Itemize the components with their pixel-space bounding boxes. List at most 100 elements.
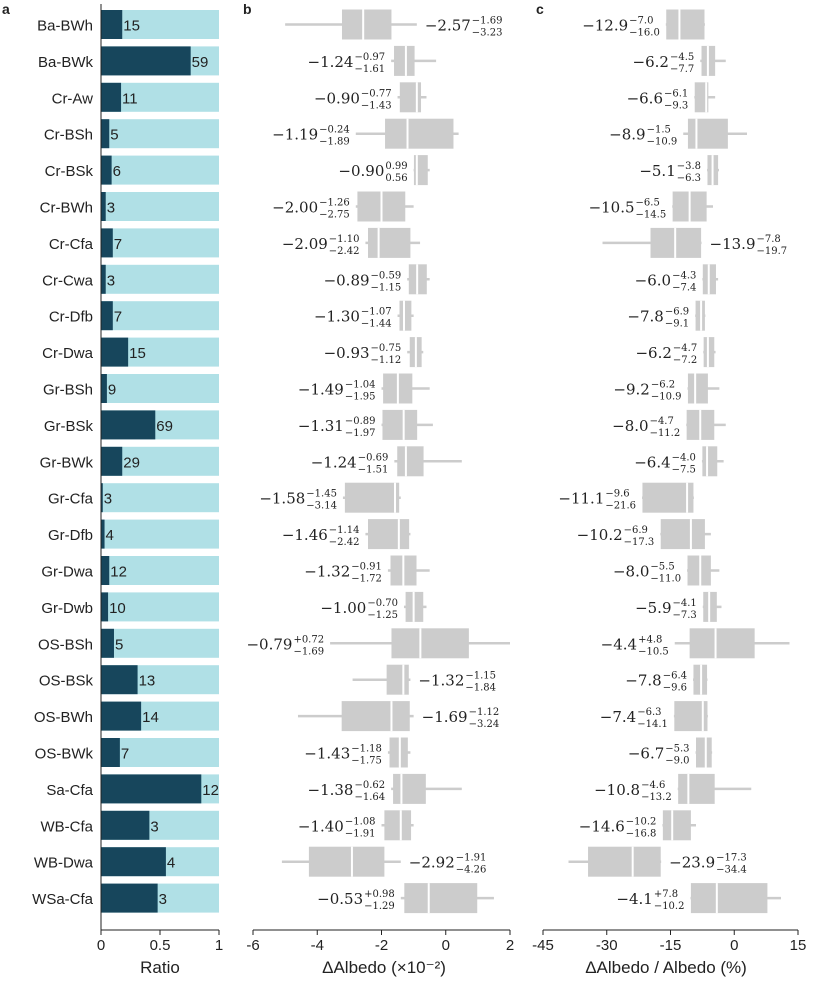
box-iqr (341, 701, 410, 732)
median-annotation: −2.09 −1.10−2.42 (282, 234, 360, 257)
median-value: −0.53 (317, 890, 363, 908)
q3-value: −7.0 (629, 16, 653, 27)
box-iqr (399, 300, 412, 331)
median-annotation: −1.69 −1.12−3.24 (422, 707, 500, 730)
median-annotation: −1.40 −1.08−1.91 (298, 816, 376, 839)
q1-value: −14.5 (636, 210, 667, 221)
box-iqr (678, 773, 715, 804)
q3-value: −7.8 (756, 234, 780, 245)
panel-letter-a: a (2, 1, 10, 17)
q1-value: −10.5 (638, 646, 669, 657)
x-tick-label: -2 (375, 937, 388, 954)
box-row: −4.4 +4.8−10.5 (601, 628, 790, 659)
median-value: −6.7 (628, 745, 664, 763)
box-iqr (694, 82, 709, 113)
median-annotation: −7.8 −6.4−9.6 (625, 671, 687, 694)
median-value: −1.00 (320, 599, 366, 617)
bar-count-label: 15 (123, 18, 140, 35)
q1-value: −7.4 (672, 282, 696, 293)
bar-ratio (101, 446, 123, 476)
q1-value: −1.64 (354, 792, 385, 803)
box-row: −1.46 −1.14−2.42 (282, 519, 411, 550)
box-iqr (308, 846, 385, 877)
q3-value: +4.8 (638, 634, 662, 645)
median-annotation: −6.2 −4.7−7.2 (635, 343, 697, 366)
median-value: −8.0 (613, 563, 649, 581)
box-row: −2.09 −1.10−2.42 (282, 227, 421, 258)
box-row: −9.2 −6.2−10.9 (613, 373, 720, 404)
median-value: −14.6 (579, 817, 625, 835)
bar-count-label: 4 (106, 527, 114, 544)
bar-ratio (101, 301, 113, 331)
box-iqr (662, 810, 691, 841)
box-row: −1.32 −1.15−1.84 (352, 664, 496, 695)
box-iqr (702, 446, 718, 477)
bar-count-label: 7 (114, 309, 122, 326)
median-value: −23.9 (669, 854, 715, 872)
bar-ratio (101, 847, 166, 877)
box-row: −8.0 −5.5−11.0 (613, 555, 720, 586)
bar-count-label: 15 (129, 345, 146, 362)
box-iqr (386, 664, 409, 695)
box-row: −1.49 −1.04−1.95 (298, 373, 430, 404)
bar-count-label: 12 (202, 782, 219, 799)
median-annotation: −6.6 −6.1−9.3 (627, 88, 689, 111)
bar-ratio (101, 192, 106, 221)
bar-count-label: 3 (107, 200, 115, 217)
median-value: −12.9 (582, 17, 628, 35)
x-tick-label: 15 (790, 937, 807, 954)
median-annotation: −7.8 −6.9−9.1 (627, 307, 689, 330)
q1-value: −7.7 (670, 64, 694, 75)
box-row: −1.32 −0.91−1.72 (304, 555, 430, 586)
median-value: −13.9 (710, 235, 756, 253)
q1-value: −1.89 (319, 137, 350, 148)
bar-count-label: 11 (122, 90, 138, 107)
bar-count-label: 13 (139, 673, 156, 690)
panel-letter-b: b (243, 1, 252, 17)
bar-ratio (101, 46, 191, 76)
bar-background (101, 374, 219, 403)
median-value: −6.0 (635, 271, 671, 289)
box-row: −1.19 −0.24−1.89 (272, 118, 459, 149)
q1-value: −3.14 (306, 501, 337, 512)
bar-background (101, 592, 219, 622)
box-iqr (389, 737, 408, 768)
median-value: −0.93 (324, 344, 370, 362)
box-iqr (689, 628, 755, 659)
q1-value: −1.44 (361, 319, 392, 330)
category-label: Cr-BSk (45, 163, 94, 180)
q3-value: −4.0 (672, 452, 696, 463)
median-annotation: −1.24 −0.97−1.61 (308, 52, 386, 75)
median-annotation: −0.90 0.990.56 (338, 161, 407, 184)
box-row: −4.1 +7.8−10.2 (616, 883, 781, 914)
box-iqr (660, 519, 705, 550)
box-iqr (393, 773, 426, 804)
box-row: −5.9 −4.1−7.3 (635, 591, 722, 622)
median-annotation: −0.90 −0.77−1.43 (314, 88, 392, 111)
median-annotation: −10.8 −4.6−13.2 (594, 780, 672, 803)
q1-value: −9.6 (663, 683, 687, 694)
category-label: Sa-Cfa (46, 782, 93, 799)
bar-background (101, 519, 219, 549)
x-tick-label: 1 (215, 937, 223, 954)
x-tick-label: -30 (596, 937, 618, 954)
q1-value: −16.0 (629, 28, 660, 39)
q3-value: −4.3 (672, 270, 696, 281)
q3-value: −1.04 (345, 380, 376, 391)
median-value: −6.2 (633, 53, 669, 71)
median-value: −7.8 (627, 308, 663, 326)
category-label: Cr-Dwa (42, 345, 93, 362)
median-annotation: −2.92 −1.91−4.26 (409, 853, 487, 876)
bar-count-label: 9 (108, 382, 116, 399)
median-value: −2.09 (282, 235, 328, 253)
q1-value: −1.25 (367, 610, 398, 621)
median-annotation: −4.4 +4.8−10.5 (601, 634, 669, 657)
bar-background (101, 556, 219, 585)
median-annotation: −1.32 −1.15−1.84 (418, 671, 496, 694)
box-row: −6.6 −6.1−9.3 (627, 82, 716, 113)
q1-value: −19.7 (756, 246, 787, 257)
q1-value: −1.75 (351, 756, 382, 767)
q3-value: −9.6 (605, 489, 629, 500)
q1-value: −2.42 (329, 537, 360, 548)
